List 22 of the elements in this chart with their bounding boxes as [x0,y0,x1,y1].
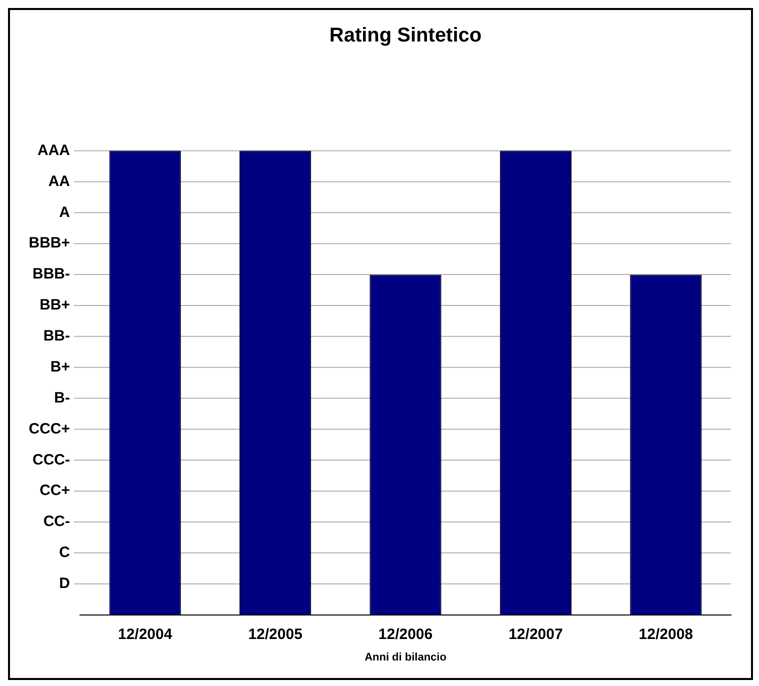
text: BBB+ [28,234,70,252]
text: AAA [38,142,70,159]
text: BBB- [32,266,70,283]
text: B- [54,389,70,406]
text: A [59,204,70,221]
text: CCC+ [28,420,70,438]
text: CC- [43,513,70,530]
text: CCC- [32,451,70,468]
text: B+ [50,358,70,376]
text: BB- [43,328,70,345]
text: CC+ [40,482,70,500]
x-tick-label: 12/2005 [248,626,302,643]
text: D [59,575,70,592]
x-tick-label: 12/2004 [118,626,173,643]
chart-title: Rating Sintetico [329,24,482,47]
text: AA [48,172,70,190]
x-tick-label: 12/2008 [638,626,694,643]
x-tick-label: 12/2006 [378,626,433,643]
x-axis-title: Anni di bilancio [364,651,447,664]
text: C [59,544,70,562]
text: BB+ [40,296,70,314]
x-tick-label: 12/2007 [508,626,563,643]
